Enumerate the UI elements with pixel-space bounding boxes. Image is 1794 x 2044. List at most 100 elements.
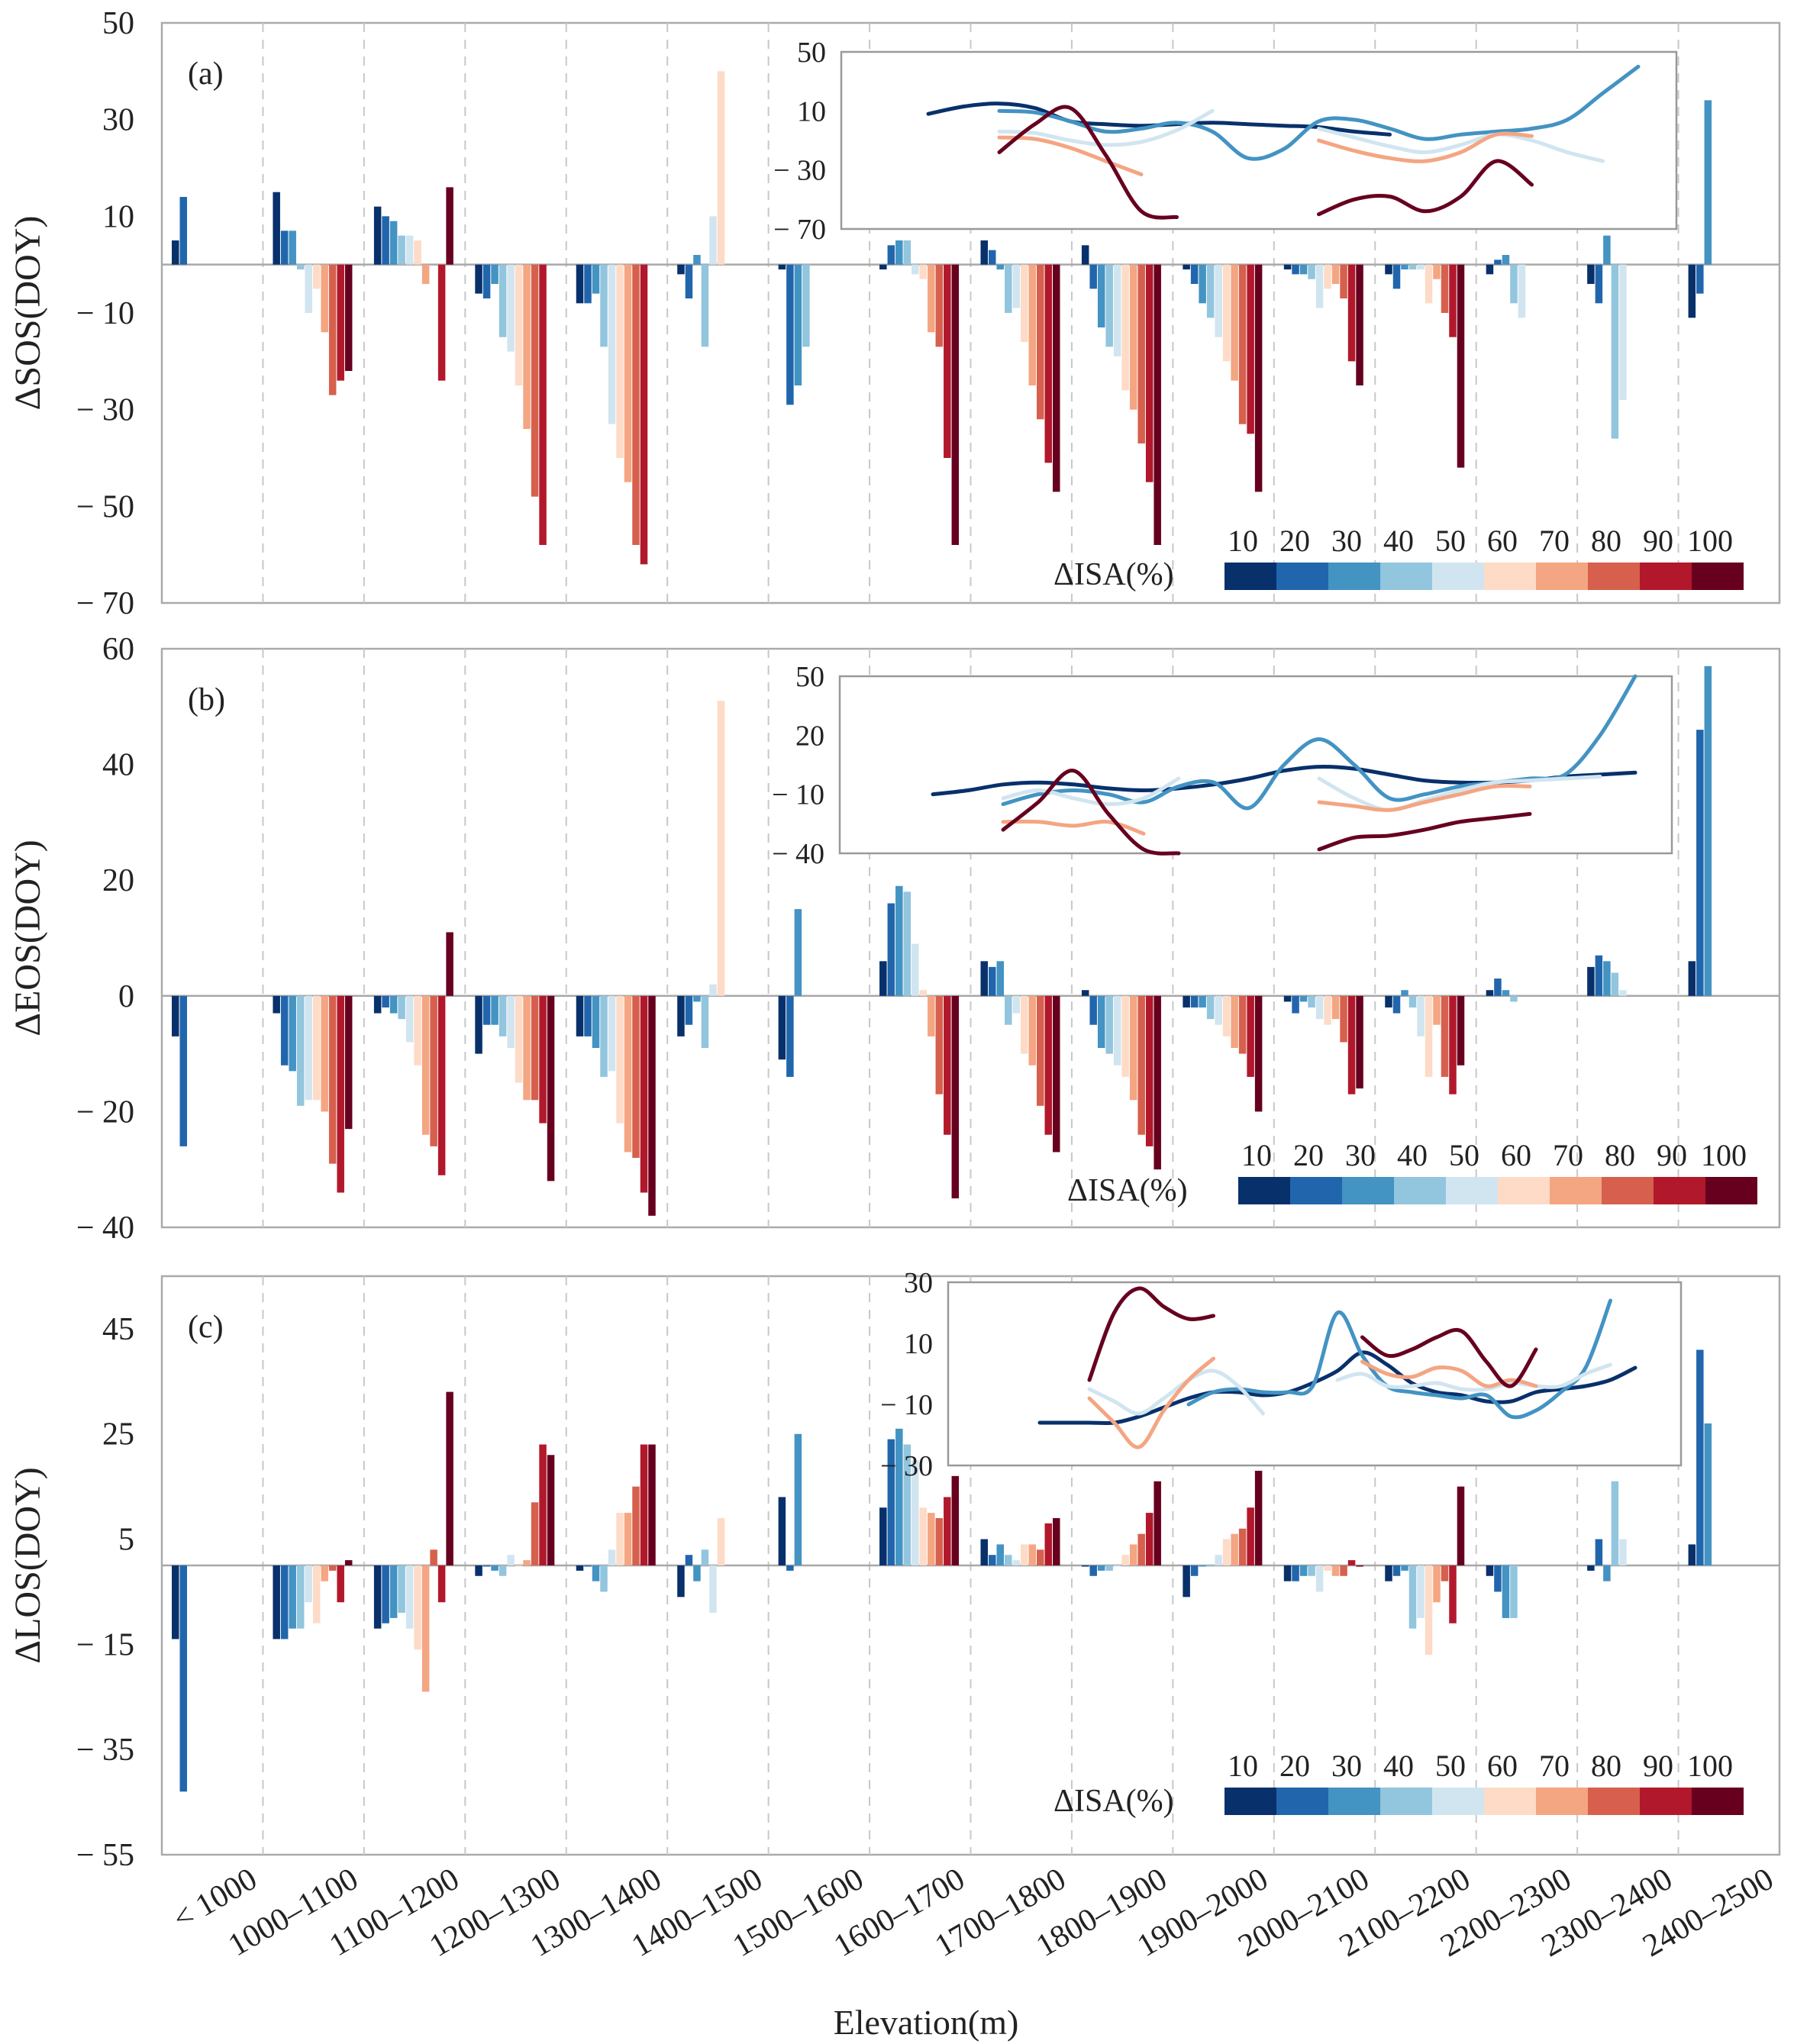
- bar: [1324, 1565, 1331, 1571]
- legend-swatch: [1238, 1177, 1290, 1204]
- bar: [786, 1565, 794, 1571]
- bar: [1081, 1565, 1089, 1567]
- inset-y-tick-label: 30: [904, 1267, 933, 1299]
- bar: [515, 264, 523, 385]
- bar: [373, 995, 382, 1014]
- bar: [794, 264, 802, 385]
- bar: [1299, 995, 1308, 1002]
- bar: [273, 995, 280, 1014]
- bar: [1619, 990, 1627, 996]
- bar: [1012, 264, 1020, 308]
- bar: [523, 1560, 531, 1565]
- bar: [414, 1565, 421, 1650]
- bar: [1183, 264, 1190, 269]
- bar: [1097, 264, 1105, 327]
- inset-series-line-100: [1001, 769, 1181, 856]
- legend-level-label: 10: [1228, 524, 1258, 558]
- bar: [1215, 264, 1222, 337]
- bar: [1190, 1565, 1199, 1576]
- legend-level-label: 20: [1293, 1138, 1324, 1172]
- bar: [1097, 995, 1105, 1049]
- bar: [1183, 995, 1190, 1007]
- legend-swatch: [1225, 563, 1276, 590]
- bar: [289, 231, 296, 265]
- bar: [328, 1565, 337, 1571]
- bar: [1215, 995, 1222, 1025]
- bar: [1254, 1470, 1263, 1565]
- bar: [482, 995, 491, 1025]
- bar: [928, 995, 935, 1037]
- bar: [475, 264, 482, 294]
- y-tick-label: − 30: [76, 393, 134, 428]
- inset-y-tick-label: 10: [904, 1328, 933, 1360]
- bar: [1121, 995, 1129, 1077]
- bar: [1283, 995, 1292, 1002]
- bar: [312, 264, 321, 289]
- legend-title: ΔISA(%): [1053, 557, 1174, 592]
- bar: [1324, 995, 1331, 1025]
- bar: [328, 995, 337, 1164]
- bar: [1053, 995, 1060, 1153]
- legend-level-label: 70: [1539, 1749, 1570, 1783]
- bar: [507, 264, 515, 352]
- bar: [1408, 995, 1417, 1007]
- inset-series-line-50: [1087, 1369, 1265, 1416]
- legend-level-label: 70: [1553, 1138, 1583, 1172]
- bar: [701, 264, 709, 347]
- bar: [539, 995, 547, 1124]
- bar: [903, 240, 912, 265]
- bar: [1340, 1565, 1347, 1576]
- y-tick-label: 5: [118, 1523, 134, 1558]
- legend-level-label: 40: [1383, 1749, 1414, 1783]
- y-tick-label: 40: [102, 748, 134, 783]
- bar: [328, 264, 337, 395]
- bars: [172, 1349, 1712, 1792]
- panel-label: (b): [188, 682, 225, 717]
- bar: [337, 264, 344, 381]
- legend-swatch: [1602, 1177, 1654, 1204]
- bar: [616, 264, 624, 458]
- bar: [1340, 264, 1347, 298]
- inset-frame: [840, 50, 1678, 231]
- bar: [1392, 264, 1401, 289]
- bar: [398, 1565, 405, 1614]
- bar: [296, 264, 305, 269]
- inset-y-tick-label: − 30: [773, 155, 826, 187]
- bar: [1215, 1555, 1222, 1565]
- inset-y-tick-label: 20: [795, 720, 824, 752]
- legend-swatch: [1225, 1788, 1276, 1815]
- bar: [928, 264, 935, 333]
- bar: [693, 995, 701, 1002]
- y-tick-label: 10: [102, 199, 134, 234]
- bar: [935, 264, 944, 347]
- bar: [1283, 264, 1292, 269]
- bar: [935, 1517, 944, 1565]
- inset-y-tick-label: 10: [797, 95, 826, 127]
- legend-level-label: 10: [1228, 1749, 1258, 1783]
- inset-chart: 50 10 − 30 − 70: [773, 37, 1678, 246]
- bar: [414, 240, 421, 265]
- bar: [980, 961, 988, 996]
- bar: [1340, 995, 1347, 1043]
- bar: [685, 264, 693, 298]
- bar: [778, 1497, 786, 1565]
- inset-series-line-30: [1186, 1298, 1612, 1420]
- bar: [1222, 264, 1231, 362]
- bar: [919, 1507, 928, 1565]
- bar: [1028, 995, 1036, 1066]
- bar: [491, 1565, 499, 1571]
- bar: [1449, 995, 1457, 1095]
- bar: [1199, 995, 1206, 1007]
- bar: [912, 264, 919, 275]
- bar: [1486, 264, 1494, 275]
- bar: [1308, 1565, 1315, 1576]
- bar: [1206, 264, 1215, 318]
- bar: [584, 264, 592, 304]
- bar: [373, 206, 382, 265]
- bar: [1028, 1544, 1036, 1565]
- inset-series-line-100: [1317, 159, 1534, 217]
- bar: [1308, 995, 1315, 1007]
- bar: [584, 1565, 592, 1567]
- bar: [794, 1433, 802, 1565]
- bar: [608, 264, 616, 424]
